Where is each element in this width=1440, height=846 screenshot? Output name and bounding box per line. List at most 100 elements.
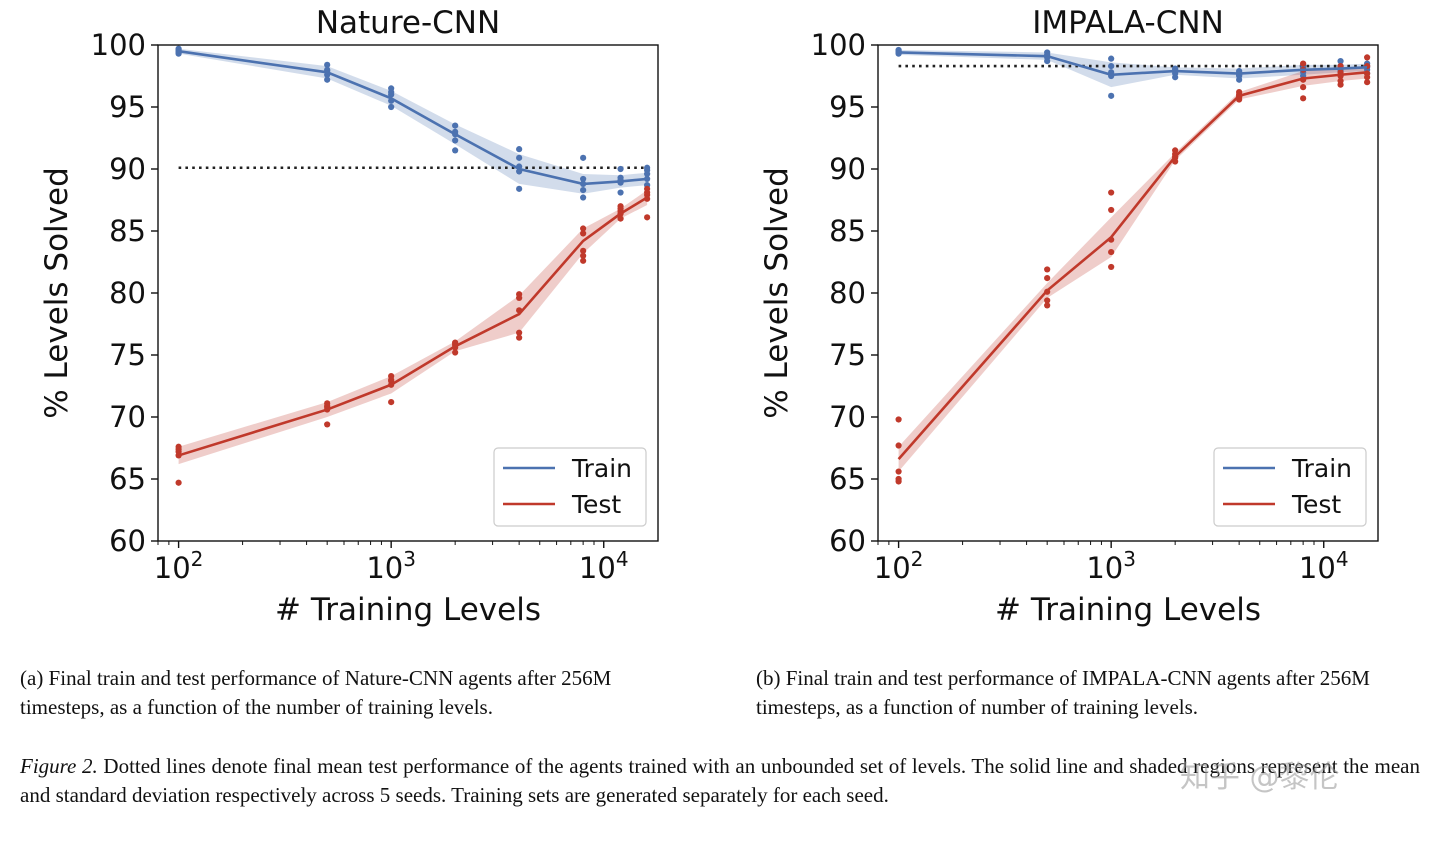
seed-point-test: [175, 446, 182, 453]
seed-point-test: [1108, 206, 1115, 214]
seed-point-test: [388, 376, 395, 383]
seed-point-test: [1300, 60, 1307, 67]
seed-point-train: [1044, 58, 1051, 65]
seed-point-test: [516, 294, 523, 302]
y-tick-label: 80: [109, 276, 146, 310]
legend-label-test: Test: [571, 490, 621, 519]
mean-line-test: [897, 70, 1368, 461]
seed-point-test: [580, 225, 587, 232]
seed-point-test: [617, 205, 624, 212]
seed-point-test: [895, 442, 902, 449]
seed-point-test: [895, 468, 902, 475]
seed-point-test: [516, 334, 523, 341]
seed-point-test: [580, 230, 587, 237]
x-axis-label: # Training Levels: [995, 592, 1261, 628]
seed-point-train: [617, 165, 624, 173]
y-tick-label: 100: [811, 28, 866, 62]
y-tick-label: 90: [109, 152, 146, 186]
seed-point-train: [516, 146, 523, 153]
seed-point-train: [1337, 58, 1344, 65]
seed-point-train: [644, 167, 651, 174]
legend-label-test: Test: [1291, 490, 1341, 519]
watermark: 知乎 @黎伦: [1180, 760, 1340, 795]
x-tick-label: 103: [366, 547, 416, 585]
seed-point-test: [644, 214, 651, 221]
seed-point-train: [644, 175, 651, 183]
seed-point-test: [895, 478, 902, 485]
chart-title: Nature-CNN: [316, 5, 500, 41]
seed-point-test: [516, 329, 523, 336]
seed-point-test: [175, 479, 182, 486]
y-axis-label: % Levels Solved: [39, 167, 75, 419]
x-tick-label: 104: [1299, 547, 1349, 585]
seed-point-train: [1236, 76, 1243, 83]
seed-point-train: [580, 186, 587, 194]
legend-label-train: Train: [571, 454, 632, 483]
seed-point-test: [1044, 266, 1051, 273]
seed-point-train: [324, 61, 331, 68]
seed-point-train: [1108, 92, 1115, 99]
chart-title: IMPALA-CNN: [1032, 5, 1224, 41]
seed-point-train: [324, 76, 331, 83]
seed-point-test: [1300, 84, 1307, 91]
y-tick-label: 75: [109, 338, 146, 372]
subcaption-a: (a) Final train and test performance of …: [20, 666, 612, 719]
seed-point-train: [452, 137, 459, 144]
y-tick-label: 70: [829, 400, 866, 434]
figure-caption-text: Dotted lines denote final mean test perf…: [20, 754, 1420, 807]
y-tick-label: 60: [109, 524, 146, 558]
nature-cnn-chart: Nature-CNN 60 65 70 75 80 85 90 95 100 102 103 104 # …: [39, 5, 659, 628]
std-band-test: [898, 66, 1368, 472]
figure-label: Figure 2.: [20, 754, 98, 778]
x-axis-label: # Training Levels: [275, 592, 541, 628]
y-tick-label: 70: [109, 400, 146, 434]
seed-point-test: [617, 215, 624, 222]
mean-line-train: [178, 49, 648, 186]
x-tick-label: 104: [579, 547, 629, 585]
legend: Train Test: [1213, 447, 1367, 527]
mean-line-test: [178, 196, 648, 457]
subcaption-b: (b) Final train and test performance of …: [756, 666, 1370, 719]
seed-point-test: [324, 402, 331, 409]
y-tick-label: 95: [109, 90, 146, 124]
seed-point-test: [452, 349, 459, 356]
std-band-test: [178, 190, 648, 465]
seed-point-train: [516, 154, 523, 161]
seed-point-train: [516, 185, 523, 192]
x-tick-label: 102: [154, 547, 204, 585]
y-tick-label: 75: [829, 338, 866, 372]
y-tick-label: 90: [829, 152, 866, 186]
x-tick-label: 103: [1086, 547, 1136, 585]
legend-label-train: Train: [1291, 454, 1352, 483]
y-tick-label: 95: [829, 90, 866, 124]
seed-point-test: [580, 247, 587, 254]
y-tick-label: 85: [829, 214, 866, 248]
seed-point-test: [644, 189, 651, 196]
seed-point-test: [895, 416, 902, 423]
impala-cnn-chart: IMPALA-CNN 60 65 70 75 80 85 90 95 100 102 103 104 # …: [759, 5, 1379, 628]
seed-point-train: [388, 103, 395, 111]
seed-point-test: [1108, 263, 1115, 271]
seed-point-train: [580, 194, 587, 201]
y-axis-label: % Levels Solved: [759, 167, 795, 419]
y-tick-label: 80: [829, 276, 866, 310]
std-band-train: [178, 48, 648, 194]
seed-point-test: [388, 399, 395, 406]
seed-point-train: [1172, 74, 1179, 81]
seed-point-train: [580, 154, 587, 161]
seed-point-test: [1044, 275, 1051, 282]
seed-point-test: [1300, 95, 1307, 102]
seed-point-test: [1108, 248, 1115, 256]
y-tick-label: 65: [829, 462, 866, 496]
seed-point-train: [1108, 62, 1115, 70]
seed-point-test: [1044, 302, 1051, 309]
seed-point-train: [452, 147, 459, 154]
seed-point-test: [324, 421, 331, 428]
seed-point-train: [580, 175, 587, 183]
seed-point-train: [617, 189, 624, 196]
seed-point-test: [1364, 54, 1371, 61]
figure-caption: Figure 2. Dotted lines denote final mean…: [20, 752, 1420, 810]
x-tick-label: 102: [874, 547, 924, 585]
mean-line-train: [898, 51, 1368, 77]
y-tick-label: 100: [91, 28, 146, 62]
